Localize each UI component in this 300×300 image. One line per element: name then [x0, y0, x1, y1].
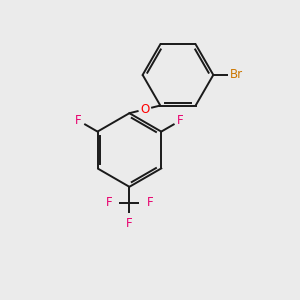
Text: F: F	[177, 114, 183, 127]
Text: F: F	[146, 196, 153, 209]
Text: F: F	[126, 217, 133, 230]
Text: Br: Br	[230, 68, 243, 81]
Text: F: F	[106, 196, 112, 209]
Text: O: O	[140, 103, 149, 116]
Text: F: F	[75, 114, 82, 127]
